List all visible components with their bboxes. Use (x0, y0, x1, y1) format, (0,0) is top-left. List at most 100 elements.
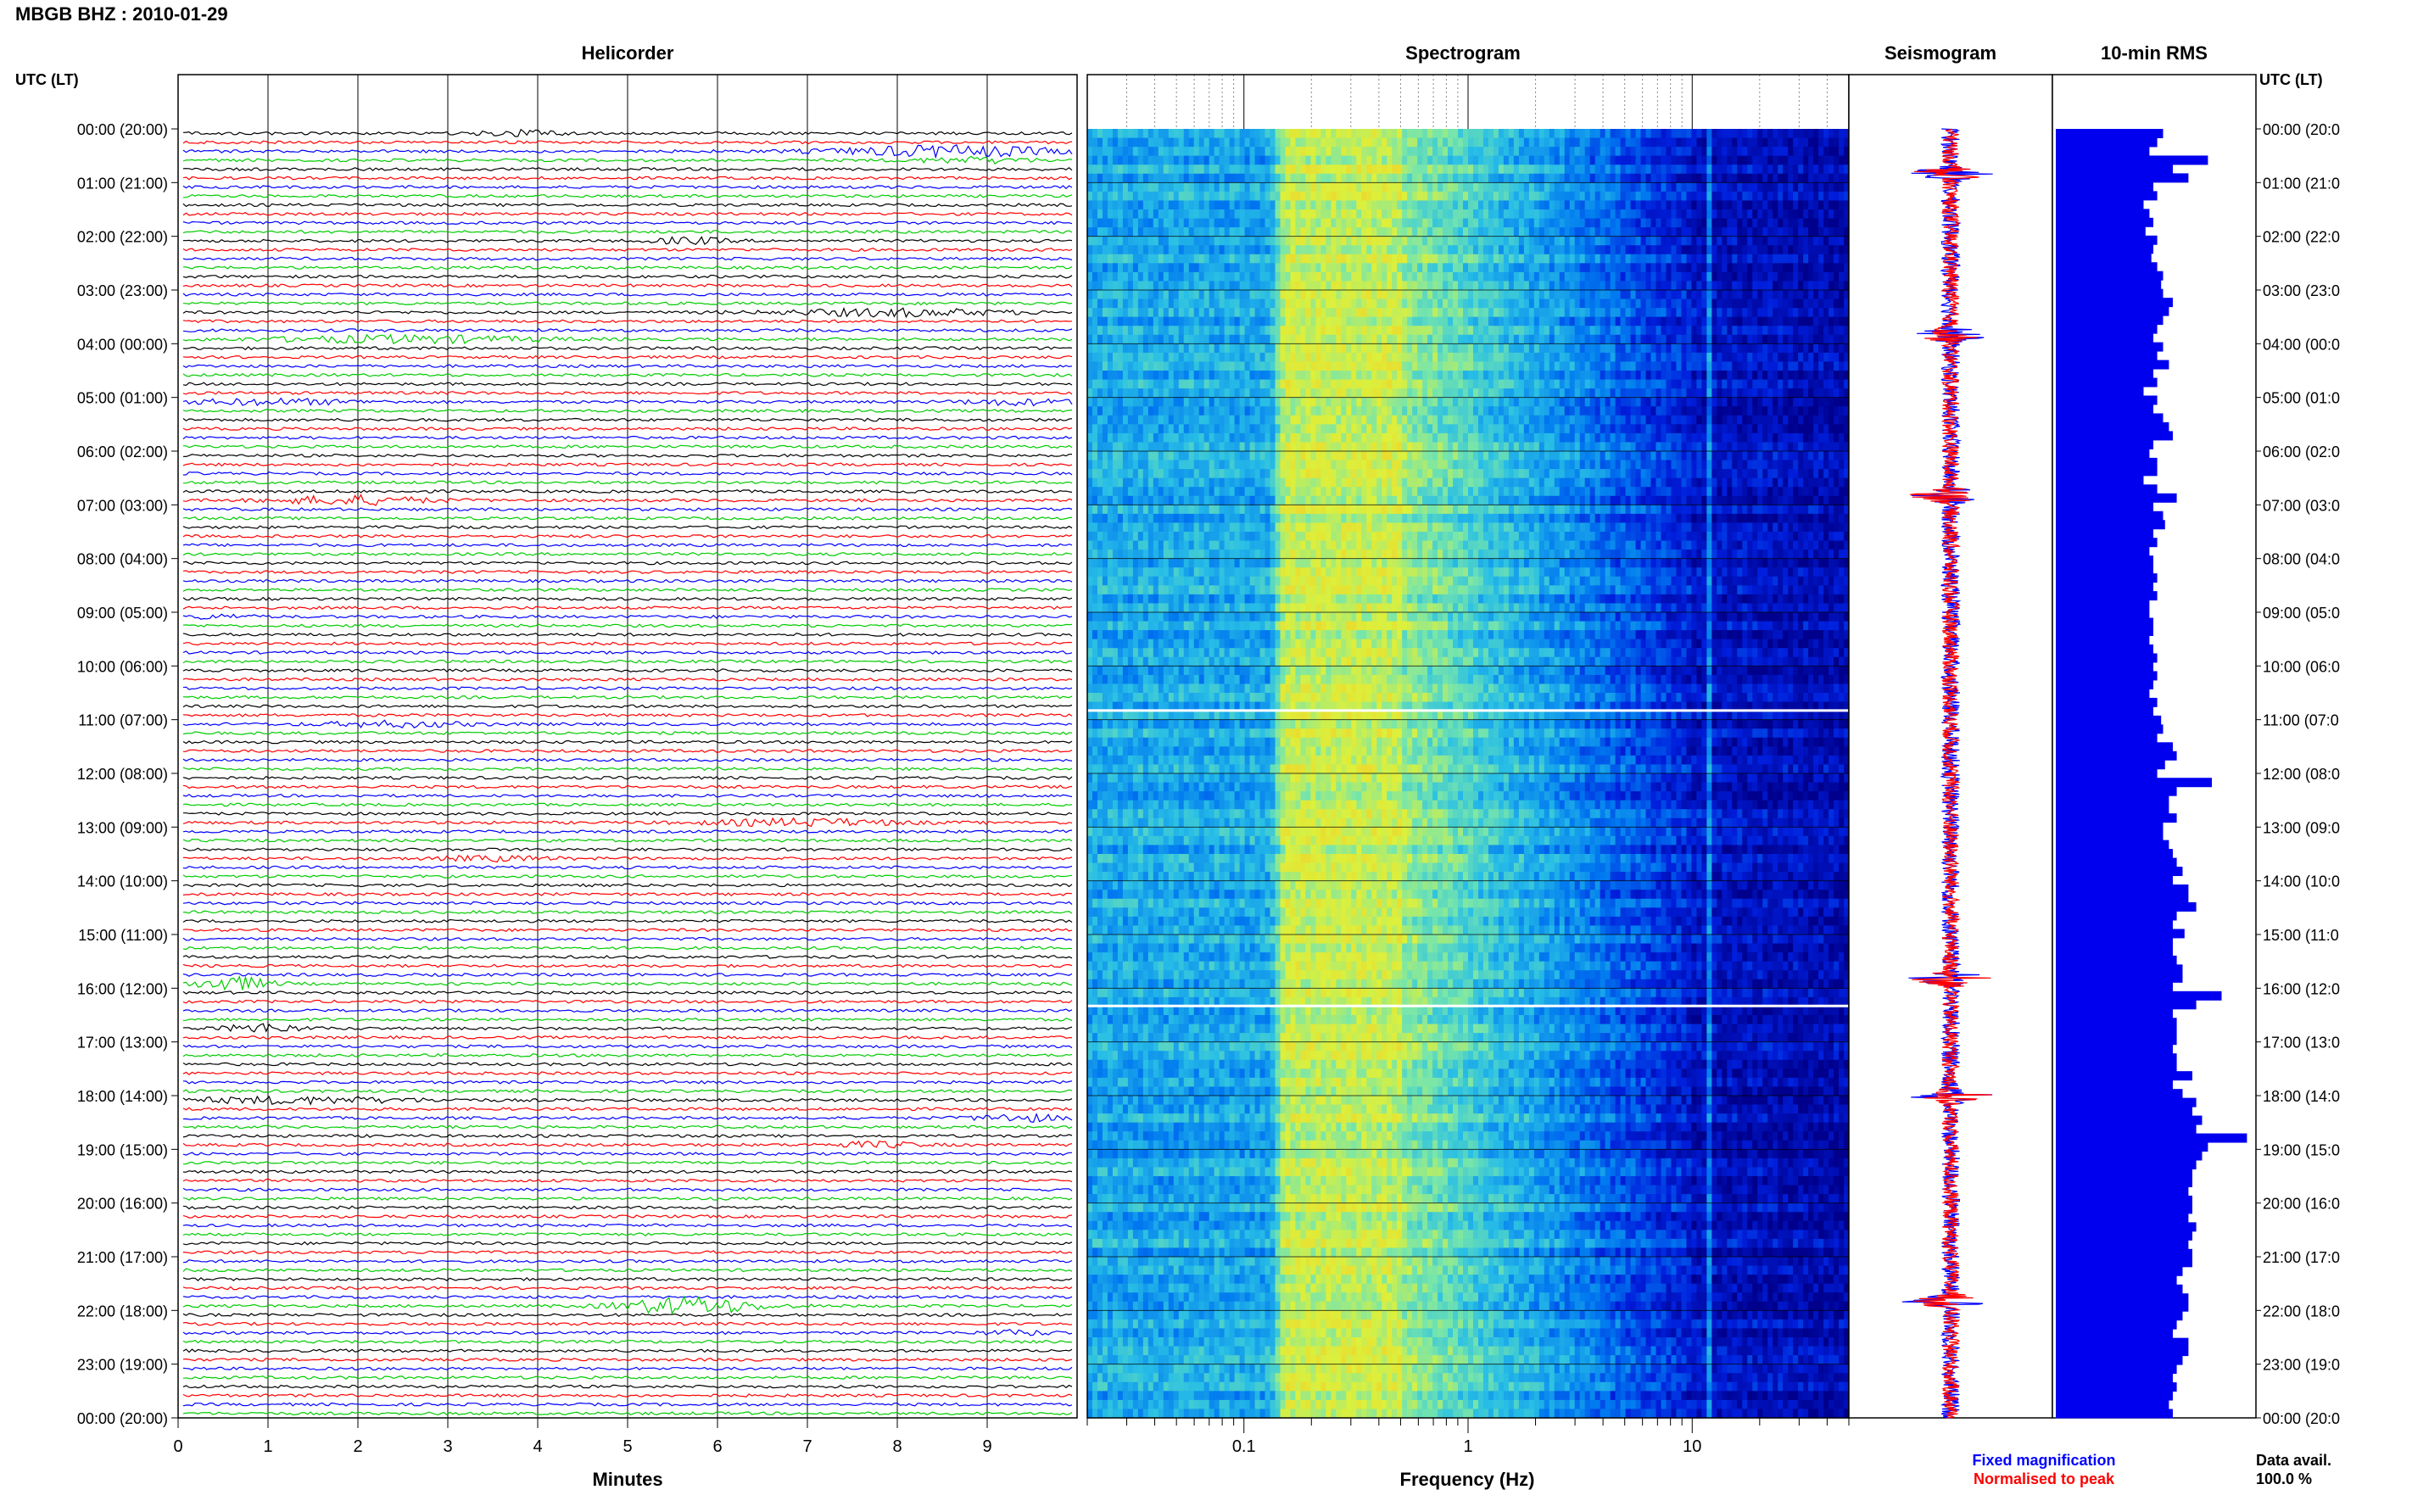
rms-bar (2056, 1311, 2183, 1320)
rms-panel (2052, 75, 2256, 1419)
rms-bar (2056, 1116, 2203, 1125)
helicorder-tick-label: 1 (263, 1437, 272, 1456)
rms-bar (2056, 583, 2153, 592)
rms-bar (2056, 565, 2153, 574)
time-label-left: 22:00 (18:00) (77, 1303, 168, 1320)
time-label-left: 07:00 (03:00) (77, 497, 168, 514)
rms-bar (2056, 1107, 2192, 1116)
rms-bar (2056, 155, 2208, 165)
helicorder-tick-label: 7 (802, 1437, 812, 1456)
rms-bar (2056, 1338, 2188, 1347)
rms-bar (2056, 173, 2188, 182)
time-label-right: 11:00 (07:0 (2263, 712, 2339, 729)
rms-bar (2056, 1329, 2173, 1338)
rms-bar (2056, 547, 2149, 556)
time-label-right: 03:00 (23:0 (2263, 282, 2340, 299)
helicorder-title: Helicorder (582, 42, 674, 64)
rms-bar (2056, 262, 2158, 271)
rms-bar (2056, 1063, 2177, 1072)
time-label-right: 05:00 (01:0 (2263, 390, 2340, 407)
rms-bar (2056, 1364, 2177, 1374)
rms-bar (2056, 307, 2169, 316)
rms-bar (2056, 1080, 2173, 1090)
spectrogram-tick-label: 10 (1683, 1437, 1701, 1456)
rms-bar (2056, 1392, 2173, 1401)
helicorder-tick-label: 4 (533, 1437, 542, 1456)
rms-bar (2056, 929, 2185, 938)
rms-bar (2056, 600, 2149, 610)
rms-bar (2056, 920, 2173, 929)
time-label-left: 20:00 (16:00) (77, 1196, 168, 1213)
rms-bar (2056, 1240, 2188, 1249)
time-label-right: 02:00 (22:0 (2263, 229, 2340, 246)
rms-bar (2056, 343, 2164, 352)
spectrogram-tick-label: 1 (1463, 1437, 1472, 1456)
rms-bar (2056, 1374, 2173, 1383)
rms-bar (2056, 760, 2165, 769)
right-axis-header: UTC (LT) (2259, 71, 2323, 88)
rms-bar (2056, 271, 2164, 281)
rms-bar (2056, 1214, 2188, 1223)
time-label-right: 14:00 (10:0 (2263, 873, 2340, 890)
time-label-left: 21:00 (17:00) (77, 1249, 168, 1266)
rms-bar (2056, 1320, 2177, 1330)
time-label-right: 16:00 (12:0 (2263, 980, 2340, 997)
rms-bar (2056, 395, 2158, 405)
rms-bar (2056, 1267, 2183, 1276)
helicorder-tick-label: 9 (982, 1437, 991, 1456)
rms-bar (2056, 805, 2169, 814)
time-label-left: 09:00 (05:00) (77, 605, 168, 622)
helicorder-tick-label: 8 (892, 1437, 902, 1456)
rms-bar (2056, 1000, 2197, 1009)
rms-bar (2056, 689, 2149, 698)
rms-bar (2056, 1186, 2188, 1196)
rms-bar (2056, 1222, 2197, 1231)
rms-bar (2056, 555, 2153, 565)
rms-bar (2056, 1071, 2192, 1080)
rms-bar (2056, 956, 2177, 965)
rms-bar (2056, 484, 2158, 494)
time-label-left: 13:00 (09:00) (77, 819, 168, 836)
rms-bar (2056, 1098, 2197, 1107)
helicorder-tick-label: 5 (623, 1437, 632, 1456)
rms-bar (2056, 974, 2183, 983)
time-label-left: 12:00 (08:00) (77, 766, 168, 783)
rms-bar (2056, 466, 2158, 476)
rms-bar (2056, 502, 2153, 511)
data-avail-label: Data avail. (2256, 1452, 2331, 1469)
rms-bar (2056, 458, 2158, 467)
rms-bar (2056, 831, 2164, 840)
rms-bar (2056, 1285, 2183, 1294)
rms-bar (2056, 422, 2169, 432)
spectrogram-panel: 0.1 1 10 (1087, 75, 1850, 1456)
rms-bar (2056, 1356, 2183, 1365)
rms-bar (2056, 1303, 2188, 1312)
helicorder-xlabel: Minutes (592, 1469, 662, 1490)
rms-bar (2056, 671, 2158, 680)
rms-bar (2056, 618, 2153, 628)
rms-bar (2056, 351, 2158, 360)
time-label-right: 09:00 (05:0 (2263, 605, 2340, 622)
rms-bar (2056, 1045, 2173, 1054)
rms-bar (2056, 511, 2164, 521)
time-label-right: 07:00 (03:0 (2263, 497, 2340, 514)
helicorder-tick-label: 2 (353, 1437, 362, 1456)
rms-bar (2056, 1400, 2169, 1409)
rms-bar (2056, 369, 2153, 378)
figure-canvas: MBGB BHZ : 2010-01-29 Helicorder Spectro… (0, 0, 2412, 1508)
time-label-right: 04:00 (00:0 (2263, 336, 2340, 353)
rms-bar (2056, 716, 2161, 725)
figure-title: MBGB BHZ : 2010-01-29 (15, 3, 228, 25)
rms-bar (2056, 182, 2153, 192)
rms-bar (2056, 1409, 2173, 1419)
rms-bar (2056, 387, 2144, 396)
rms-bar (2056, 591, 2158, 600)
rms-bar (2056, 289, 2164, 298)
rms-bar (2056, 858, 2177, 868)
rms-bar (2056, 1293, 2188, 1303)
data-avail-value: 100.0 % (2256, 1470, 2312, 1487)
helicorder-tick-label: 0 (173, 1437, 182, 1456)
time-label-right: 15:00 (11:0 (2263, 927, 2339, 944)
time-label-left: 06:00 (02:00) (77, 444, 168, 460)
rms-bar (2056, 1160, 2197, 1169)
